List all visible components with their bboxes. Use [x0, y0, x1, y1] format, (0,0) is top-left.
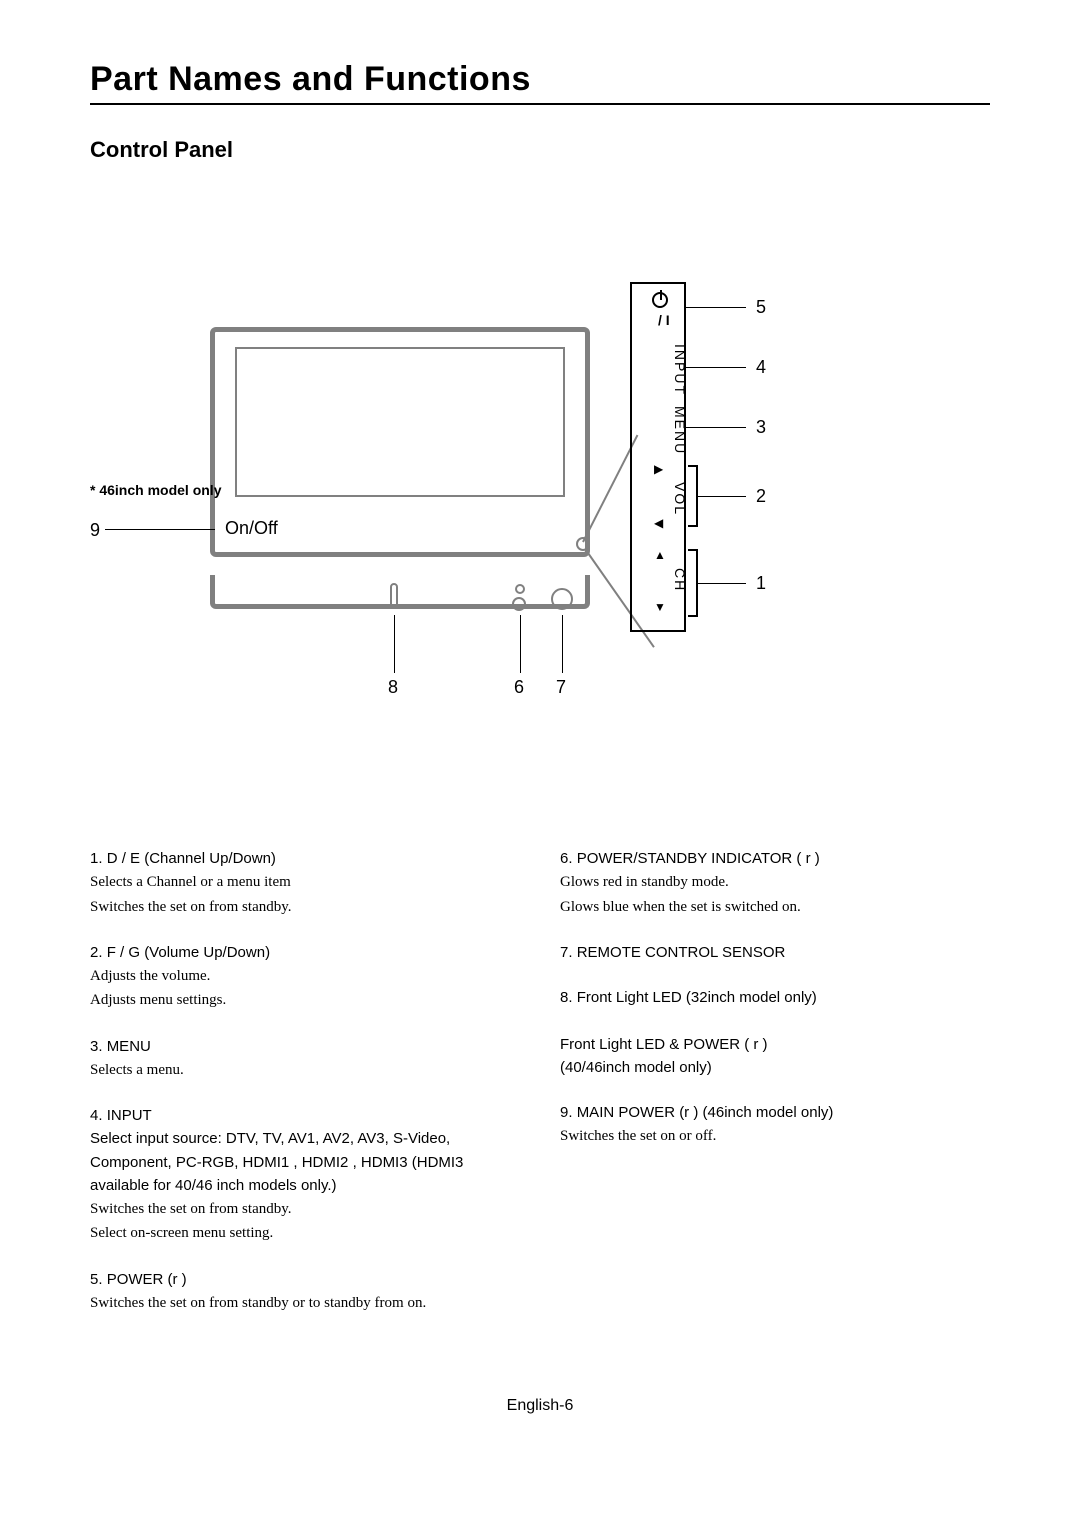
item-8: 8. Front Light LED (32inch model only) F… [560, 986, 990, 1079]
item-4: 4. INPUT Select input source: DTV, TV, A… [90, 1104, 520, 1246]
menu-label: MENU [632, 406, 688, 455]
onoff-label: On/Off [225, 518, 278, 539]
leader-line [686, 427, 746, 428]
callout-9: 9 [90, 520, 100, 541]
leader-line [562, 615, 563, 673]
leader-line [394, 615, 395, 673]
description-right-column: 6. POWER/STANDBY INDICATOR ( r ) Glows r… [560, 847, 990, 1337]
item-9: 9. MAIN POWER (r ) (46inch model only) S… [560, 1101, 990, 1149]
leader-line [698, 496, 746, 497]
callout-5: 5 [756, 297, 766, 318]
ch-label: CH [632, 568, 688, 592]
remote-sensor-icon [551, 588, 573, 610]
item-2: 2. F / G (Volume Up/Down) Adjusts the vo… [90, 941, 520, 1013]
tv-stand [390, 583, 398, 609]
callout-8: 8 [388, 677, 398, 698]
power-indicator-icon [512, 597, 526, 611]
item-1: 1. D / E (Channel Up/Down) Selects a Cha… [90, 847, 520, 919]
item-5: 5. POWER (r ) Switches the set on from s… [90, 1268, 520, 1316]
callout-1: 1 [756, 573, 766, 594]
page-footer: English-6 [90, 1397, 990, 1415]
control-panel-diagram: * 46inch model only On/Off / I INPUT MEN… [90, 187, 990, 747]
item-6: 6. POWER/STANDBY INDICATOR ( r ) Glows r… [560, 847, 990, 919]
ch-down-icon: ▼ [654, 600, 666, 614]
model-note: * 46inch model only [90, 482, 221, 498]
section-title: Control Panel [90, 137, 990, 163]
callout-7: 7 [556, 677, 566, 698]
callout-2: 2 [756, 486, 766, 507]
power-slash-label: / I [658, 312, 670, 328]
bracket-vol [688, 465, 698, 527]
callout-4: 4 [756, 357, 766, 378]
vol-left-icon: ◀ [654, 516, 663, 530]
tv-base [210, 575, 590, 609]
item-3: 3. MENU Selects a menu. [90, 1035, 520, 1083]
input-label: INPUT [632, 344, 688, 396]
leader-line [698, 583, 746, 584]
zoom-origin-icon [576, 537, 590, 551]
leader-line [686, 367, 746, 368]
page-title: Part Names and Functions [90, 60, 990, 105]
vol-label: VOL [632, 482, 688, 516]
power-icon [652, 292, 668, 308]
leader-line [105, 529, 215, 530]
leader-line [520, 615, 521, 673]
indicator-icon [515, 584, 525, 594]
callout-6: 6 [514, 677, 524, 698]
side-panel: / I INPUT MENU ▶ VOL ◀ ▲ CH ▼ [630, 282, 686, 632]
callout-3: 3 [756, 417, 766, 438]
bracket-ch [688, 549, 698, 617]
leader-line [686, 307, 746, 308]
ch-up-icon: ▲ [654, 548, 666, 562]
tv-screen [235, 347, 565, 497]
vol-right-icon: ▶ [654, 462, 663, 476]
description-left-column: 1. D / E (Channel Up/Down) Selects a Cha… [90, 847, 520, 1337]
item-7: 7. REMOTE CONTROL SENSOR [560, 941, 990, 964]
